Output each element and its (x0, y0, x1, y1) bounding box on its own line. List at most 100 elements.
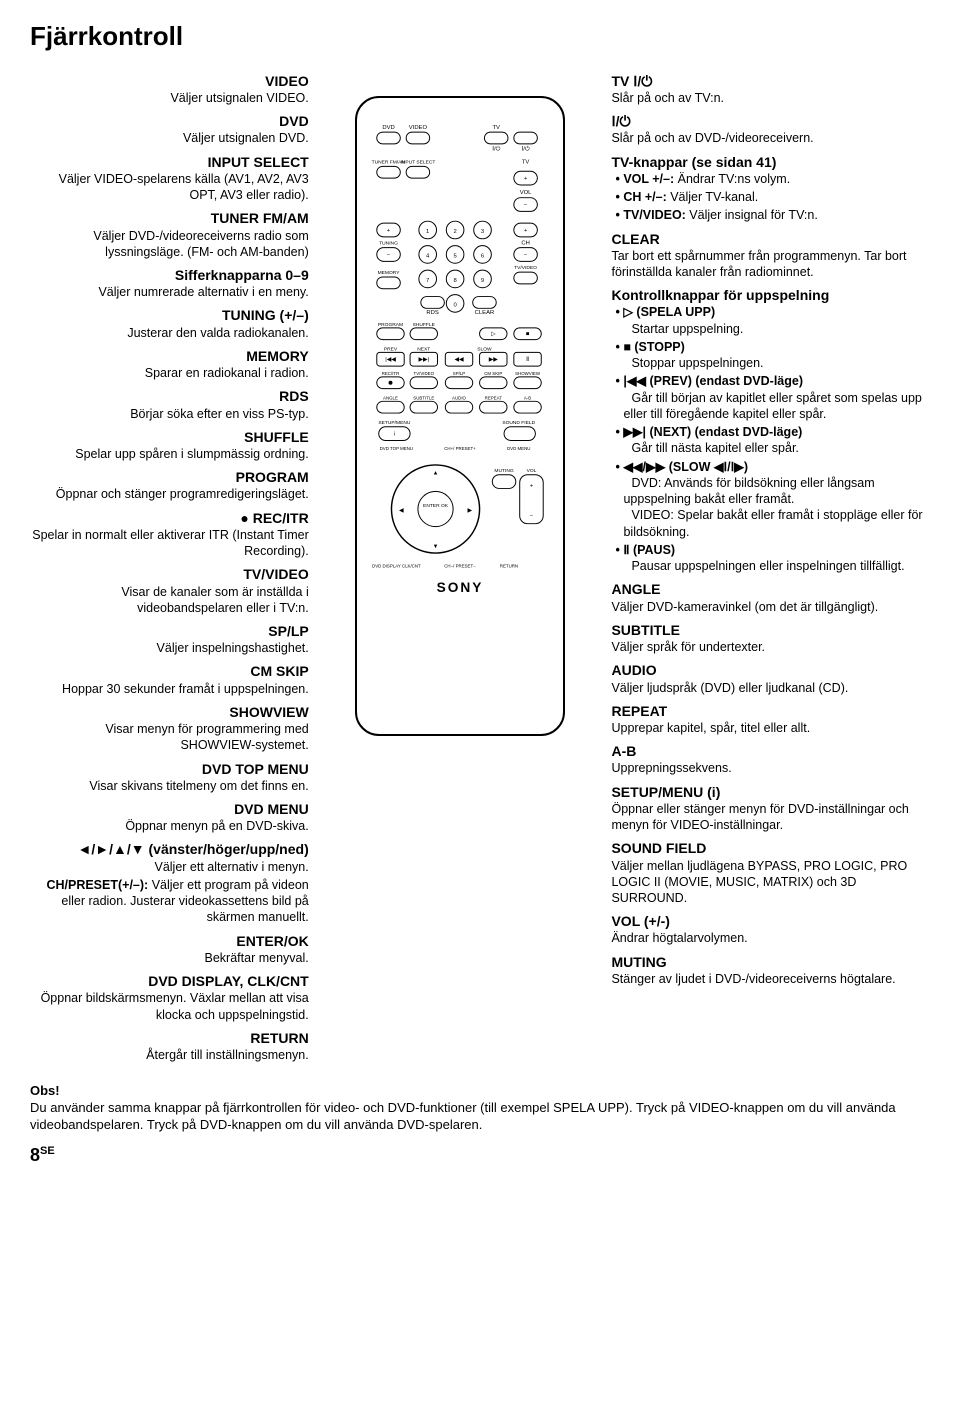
svg-text:7: 7 (426, 278, 429, 284)
lbl-prev: PREV (384, 346, 398, 352)
feature-desc: Öppnar bildskärmsmenyn. Växlar mellan at… (30, 990, 309, 1023)
lbl-video: VIDEO (409, 125, 428, 131)
lbl-muting: MUTING (495, 468, 514, 474)
page-title: Fjärrkontroll (30, 20, 930, 54)
svg-text:+: + (530, 483, 534, 489)
feature-title: DVD TOP MENU (30, 760, 309, 778)
feature-desc: Börjar söka efter en viss PS-typ. (30, 406, 309, 422)
svg-text:Ⅱ: Ⅱ (526, 357, 529, 363)
lbl-memory: MEMORY (378, 270, 401, 276)
svg-text:Ⅰ/⏻: Ⅰ/⏻ (522, 146, 530, 153)
feature-desc: Upprepningssekvens. (611, 760, 930, 776)
main-columns: VIDEOVäljer utsignalen VIDEO.DVDVäljer u… (30, 66, 930, 1065)
svg-text:1: 1 (426, 229, 429, 235)
feature-title: ◄/►/▲/▼ (vänster/höger/upp/ned) (30, 840, 309, 858)
lbl-clear: CLEAR (475, 310, 495, 316)
feature-desc: CH/PRESET(+/–): Väljer ett program på vi… (30, 877, 309, 926)
feature-title: TUNING (+/–) (30, 306, 309, 324)
feature-desc: Väljer utsignalen DVD. (30, 130, 309, 146)
svg-text:i: i (394, 431, 395, 437)
lbl-soundfield: SOUND FIELD (502, 420, 535, 426)
svg-text:◀◀: ◀◀ (455, 357, 465, 363)
page-number: 8SE (30, 1144, 930, 1167)
lbl-slow: SLOW (477, 346, 492, 352)
lbl-enter: ENTER OK (423, 503, 449, 509)
brand-logo: SONY (437, 580, 484, 595)
feature-title: MEMORY (30, 347, 309, 365)
bullet-item: • ■ (STOPP)Stoppar uppspelningen. (611, 339, 930, 372)
svg-text:4: 4 (426, 253, 430, 259)
lbl-vol2: VOL (527, 468, 537, 474)
feature-title: RETURN (30, 1029, 309, 1047)
feature-title: TUNER FM/AM (30, 209, 309, 227)
feature-title: SUBTITLE (611, 621, 930, 639)
svg-text:5: 5 (454, 253, 458, 259)
lbl-showview: SHOWVIEW (515, 371, 541, 376)
feature-desc: Väljer ljudspråk (DVD) eller ljudkanal (… (611, 680, 930, 696)
feature-desc: Slår på och av TV:n. (611, 90, 930, 106)
feature-title: CLEAR (611, 230, 930, 248)
bullet-item: • TV/VIDEO: Väljer insignal för TV:n. (611, 207, 930, 223)
svg-text:▶▶: ▶▶ (489, 357, 499, 363)
center-column: DVD VIDEO TV Ⅰ/⏻ Ⅰ/⏻ TUNER FM/AM INPUT S… (321, 66, 600, 1065)
lbl-cmskip: CM SKIP (484, 371, 502, 376)
feature-desc: Bekräftar menyval. (30, 950, 309, 966)
feature-desc: Väljer VIDEO-spelarens källa (AV1, AV2, … (30, 171, 309, 204)
feature-desc: Visar skivans titelmeny om det finns en. (30, 778, 309, 794)
feature-title: Ⅰ/⏻ (611, 112, 930, 130)
bullet-item: • Ⅱ (PAUS)Pausar uppspelningen eller ins… (611, 542, 930, 575)
bullet-item: • ▷ (SPELA UPP)Startar uppspelning. (611, 304, 930, 337)
feature-desc: Väljer DVD-kameravinkel (om det är tillg… (611, 599, 930, 615)
svg-text:−: − (524, 252, 528, 258)
feature-title: DVD MENU (30, 800, 309, 818)
lbl-dvddisp: DVD DISPLAY CLK/CNT (372, 564, 421, 569)
feature-title: CM SKIP (30, 662, 309, 680)
feature-title: A-B (611, 742, 930, 760)
svg-text:3: 3 (481, 229, 484, 235)
lbl-repeat: REPEAT (485, 395, 503, 400)
lbl-dvdmenu: DVD MENU (507, 446, 530, 451)
feature-desc: Öppnar eller stänger menyn för DVD-instä… (611, 801, 930, 834)
bullet-item: • |◀◀ (PREV) (endast DVD-läge)Går till b… (611, 373, 930, 422)
feature-desc: Tar bort ett spårnummer från programmeny… (611, 248, 930, 281)
svg-text:▶▶|: ▶▶| (419, 357, 430, 363)
lbl-angle: ANGLE (383, 395, 398, 400)
obs-label: Obs! (30, 1083, 930, 1100)
svg-text:+: + (387, 228, 391, 234)
feature-desc: Väljer inspelningshastighet. (30, 640, 309, 656)
feature-desc: Sparar en radiokanal i radion. (30, 365, 309, 381)
lbl-chpreset: CH+/ PRESET+ (444, 446, 476, 451)
feature-title: ● REC/ITR (30, 509, 309, 527)
feature-title: VOL (+/-) (611, 912, 930, 930)
svg-text:|◀◀: |◀◀ (385, 357, 396, 363)
bullet-item: • VOL +/–: Ändrar TV:ns volym. (611, 171, 930, 187)
feature-desc: Återgår till inställningsmenyn. (30, 1047, 309, 1063)
footer-note: Obs! Du använder samma knappar på fjärrk… (30, 1083, 930, 1134)
feature-desc: Väljer DVD-/videoreceiverns radio som ly… (30, 228, 309, 261)
feature-title: TV-knappar (se sidan 41) (611, 153, 930, 171)
feature-desc: Väljer mellan ljudlägena BYPASS, PRO LOG… (611, 858, 930, 907)
lbl-audio: AUDIO (452, 395, 466, 400)
feature-title: Sifferknapparna 0–9 (30, 266, 309, 284)
feature-title: DVD DISPLAY, CLK/CNT (30, 972, 309, 990)
feature-desc: Stänger av ljudet i DVD-/videoreceiverns… (611, 971, 930, 987)
lbl-setup: SETUP/MENU (379, 420, 411, 426)
feature-title: SHOWVIEW (30, 703, 309, 721)
feature-desc: Öppnar menyn på en DVD-skiva. (30, 818, 309, 834)
svg-text:6: 6 (481, 253, 484, 259)
svg-text:▼: ▼ (433, 544, 439, 550)
feature-title: SHUFFLE (30, 428, 309, 446)
lbl-splp: SP/LP (453, 371, 466, 376)
feature-title: ENTER/OK (30, 932, 309, 950)
svg-text:−: − (387, 252, 391, 258)
page-suffix: SE (40, 1145, 55, 1157)
page-num-value: 8 (30, 1145, 40, 1165)
feature-desc: Visar menyn för programmering med SHOWVI… (30, 721, 309, 754)
feature-desc: Ändrar högtalarvolymen. (611, 930, 930, 946)
feature-desc: Slår på och av DVD-/videoreceivern. (611, 130, 930, 146)
lbl-subtitle: SUBTITLE (413, 395, 434, 400)
svg-text:Ⅰ/⏻: Ⅰ/⏻ (492, 146, 500, 153)
lbl-tuning: TUNING (379, 240, 398, 246)
feature-title: SOUND FIELD (611, 839, 930, 857)
svg-text:▲: ▲ (433, 471, 439, 477)
